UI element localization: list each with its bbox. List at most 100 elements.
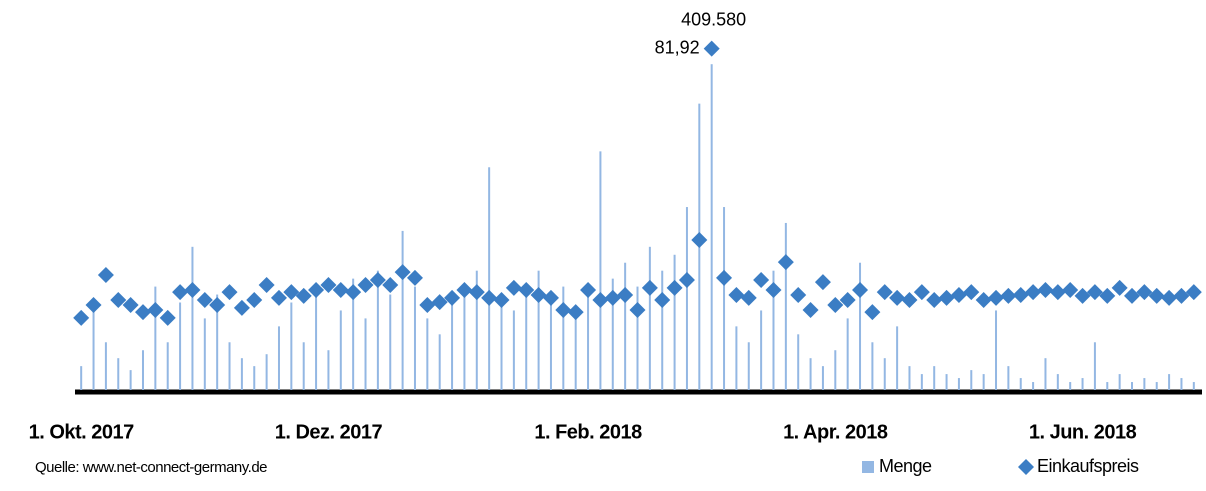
point (122, 297, 139, 313)
bar (648, 246, 651, 390)
bar (315, 286, 318, 390)
bar (364, 318, 367, 390)
bar (290, 302, 293, 390)
point (617, 287, 634, 303)
point (814, 274, 831, 291)
data-label: 409.580 (681, 9, 746, 29)
bar (277, 326, 280, 390)
bar (970, 370, 973, 390)
point (419, 297, 436, 313)
point (950, 287, 967, 303)
point (258, 277, 275, 293)
bar (834, 350, 837, 390)
bar (253, 366, 256, 390)
bar (1069, 382, 1072, 390)
point (691, 232, 708, 248)
bar (1106, 382, 1109, 390)
point (889, 289, 906, 306)
bar (611, 278, 614, 390)
point (913, 284, 930, 301)
bar (624, 262, 627, 390)
point (1173, 287, 1190, 304)
bar (784, 222, 787, 390)
bar (587, 294, 590, 390)
point (567, 304, 584, 321)
point (1086, 284, 1103, 301)
legend-label: Einkaufspreis (1037, 456, 1139, 476)
point (988, 289, 1005, 306)
bar (179, 302, 182, 390)
bar (908, 366, 911, 390)
point (542, 289, 559, 306)
x-tick-label: 1. Feb. 2018 (534, 421, 642, 443)
point (938, 289, 955, 306)
legend-swatch (862, 461, 874, 473)
point (110, 292, 127, 308)
point (827, 297, 844, 313)
bar (859, 262, 862, 390)
point (1037, 282, 1054, 298)
bar (1019, 378, 1022, 390)
bar (685, 207, 688, 390)
point (382, 277, 399, 293)
bar (339, 310, 342, 390)
point (1124, 287, 1141, 304)
point (1136, 284, 1153, 301)
bar (920, 374, 923, 390)
bar (512, 310, 515, 390)
bar (1168, 374, 1171, 390)
point (1099, 287, 1116, 304)
point (703, 40, 720, 57)
bar (302, 342, 305, 390)
bar (574, 318, 577, 390)
bar (191, 246, 194, 390)
bar (549, 302, 552, 390)
bar (166, 342, 169, 390)
point (518, 282, 535, 298)
point (876, 284, 893, 301)
bar (92, 302, 95, 390)
bar (772, 270, 775, 390)
point (406, 269, 423, 286)
point (233, 299, 250, 316)
point (1185, 284, 1202, 301)
bar (117, 358, 120, 390)
bar (562, 286, 565, 390)
bar (203, 318, 206, 390)
point (221, 284, 238, 301)
point (456, 282, 473, 298)
point (134, 304, 151, 321)
point (369, 272, 386, 288)
bar (1118, 374, 1121, 390)
source: Quelle: www.net-connect-germany.de (35, 459, 267, 476)
x-tick-label: 1. Apr. 2018 (783, 421, 888, 443)
bar (141, 350, 144, 390)
point (852, 282, 869, 298)
point (444, 289, 461, 306)
point (1049, 284, 1066, 301)
bar (846, 318, 849, 390)
bar (216, 294, 219, 390)
point (172, 284, 189, 301)
bar (1143, 378, 1146, 390)
point (270, 289, 287, 306)
bar (673, 254, 676, 390)
point (246, 292, 263, 308)
bar (525, 286, 528, 390)
point (209, 297, 226, 313)
bar (896, 326, 899, 390)
point (357, 277, 374, 293)
bar (401, 230, 404, 390)
point (147, 302, 164, 318)
point (1012, 287, 1029, 303)
bar (240, 358, 243, 390)
data-label: 81,92 (655, 37, 700, 57)
bar (438, 334, 441, 390)
point (1025, 284, 1042, 301)
bar (1180, 378, 1183, 390)
point (1161, 289, 1178, 306)
bar (80, 366, 83, 390)
bar (451, 302, 454, 390)
bar (661, 270, 664, 390)
x-tick-label: 1. Dez. 2017 (275, 421, 383, 443)
